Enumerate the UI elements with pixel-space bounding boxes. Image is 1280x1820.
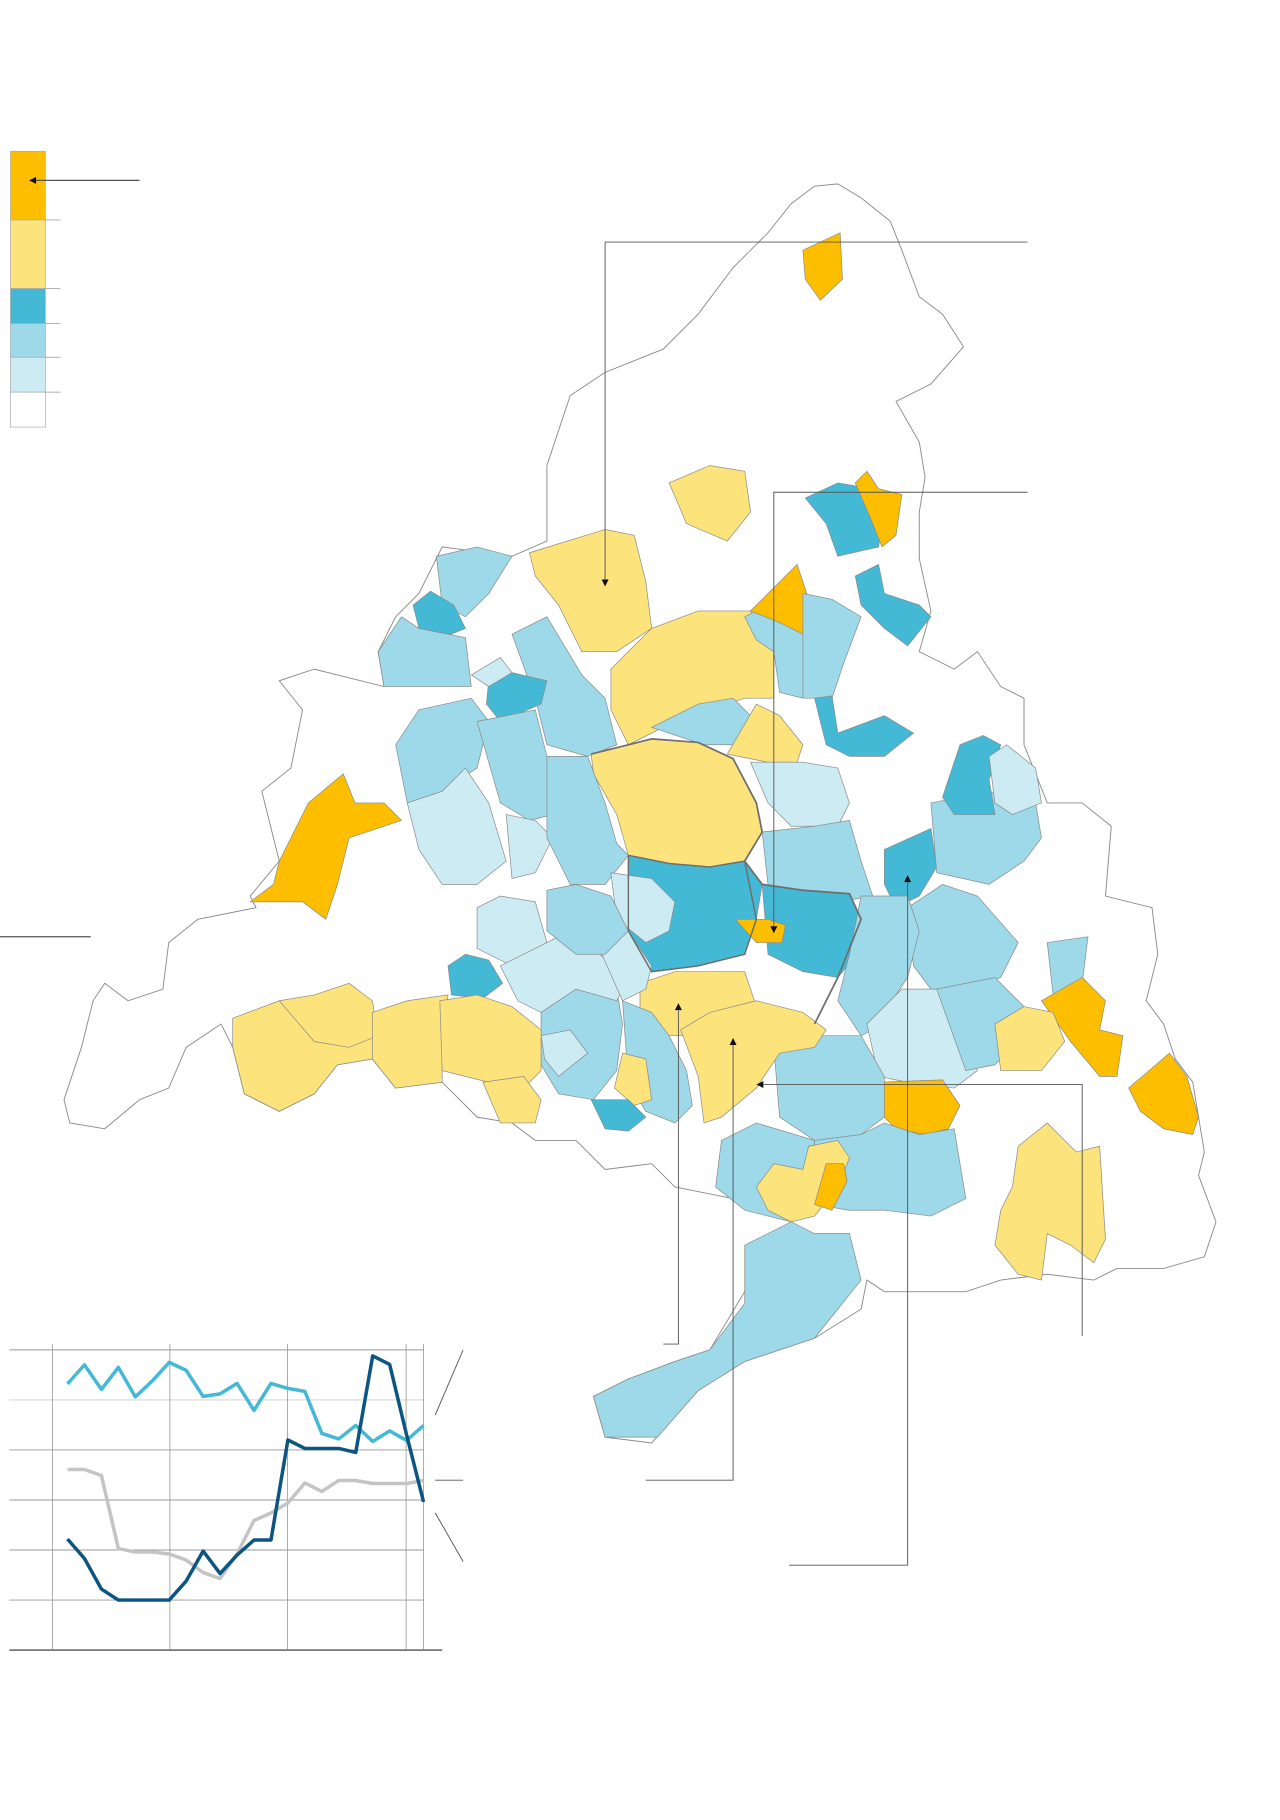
callout-line-4	[645, 1044, 734, 1481]
municipality-low	[750, 761, 850, 827]
municipality-low	[540, 1029, 589, 1077]
chart-callout-bottom	[434, 1512, 464, 1562]
callout-line-3	[663, 1010, 679, 1345]
municipality-mid-low	[593, 1221, 862, 1438]
callout-arrowhead	[904, 875, 912, 883]
municipality-mid	[884, 828, 938, 909]
municipality-mid-low	[907, 884, 1019, 990]
municipality-mid-low	[814, 1122, 967, 1217]
municipality-mid	[590, 1099, 647, 1132]
municipality-low	[505, 814, 554, 880]
series-line-2	[67, 1467, 424, 1581]
legend-swatch-2	[10, 219, 46, 289]
legend-swatch-1	[10, 150, 46, 221]
municipality-low	[470, 657, 513, 687]
legend-swatch-4	[10, 323, 46, 358]
municipality-mid	[447, 953, 504, 999]
district-boundary	[627, 854, 758, 973]
municipality-high	[249, 773, 403, 920]
map-callouts	[601, 241, 1083, 1566]
callout-arrowhead	[729, 1038, 737, 1045]
municipality-high	[1040, 977, 1124, 1077]
legend-pointer-arrowhead	[29, 176, 37, 184]
municipality-medium-high	[529, 529, 653, 653]
municipality-medium-high	[439, 994, 542, 1089]
line-chart	[9, 1344, 443, 1651]
callout-arrowhead	[601, 579, 609, 587]
municipality-mid-low	[377, 616, 472, 687]
municipality-high	[1128, 1052, 1199, 1135]
municipality-medium-high	[372, 994, 449, 1089]
municipality-mid	[854, 563, 932, 647]
series-line-3	[66, 1354, 426, 1602]
color-legend	[10, 150, 61, 428]
municipality-mid	[814, 695, 915, 757]
municipality-mid-low	[773, 1035, 885, 1141]
municipality-medium-high	[994, 1122, 1106, 1281]
municipality-medium-high	[668, 465, 751, 542]
series-line-1	[66, 1360, 425, 1444]
callout-line-6	[763, 1084, 1083, 1336]
municipality-high	[734, 918, 786, 943]
municipality-medium-high	[610, 610, 775, 746]
municipality-mid-low	[511, 616, 618, 757]
municipality-high	[854, 470, 903, 548]
municipality-high	[814, 1163, 848, 1211]
municipality-low	[988, 744, 1042, 815]
municipality-medium-high	[994, 1006, 1066, 1071]
municipality-choropleth-map	[63, 183, 1217, 1444]
municipality-mid-low	[802, 593, 862, 699]
callout-arrowhead	[756, 1081, 764, 1089]
callout-line-5	[788, 882, 909, 1566]
municipality-low	[406, 767, 507, 885]
legend-swatch-6	[10, 391, 46, 428]
municipality-medium-high	[680, 1000, 827, 1124]
callout-line-1	[604, 241, 1028, 580]
legend-swatch-3	[10, 288, 46, 324]
legend-swatch-5	[10, 356, 46, 393]
municipality-high	[802, 232, 843, 301]
callout-line-2	[773, 491, 1028, 927]
municipality-medium-high	[482, 1076, 542, 1124]
municipality-mid	[942, 735, 1002, 815]
municipality-mid-low	[546, 884, 629, 955]
callout-arrowhead	[770, 926, 778, 934]
callout-arrowhead	[674, 1003, 682, 1011]
chart-callout-top	[434, 1349, 464, 1416]
